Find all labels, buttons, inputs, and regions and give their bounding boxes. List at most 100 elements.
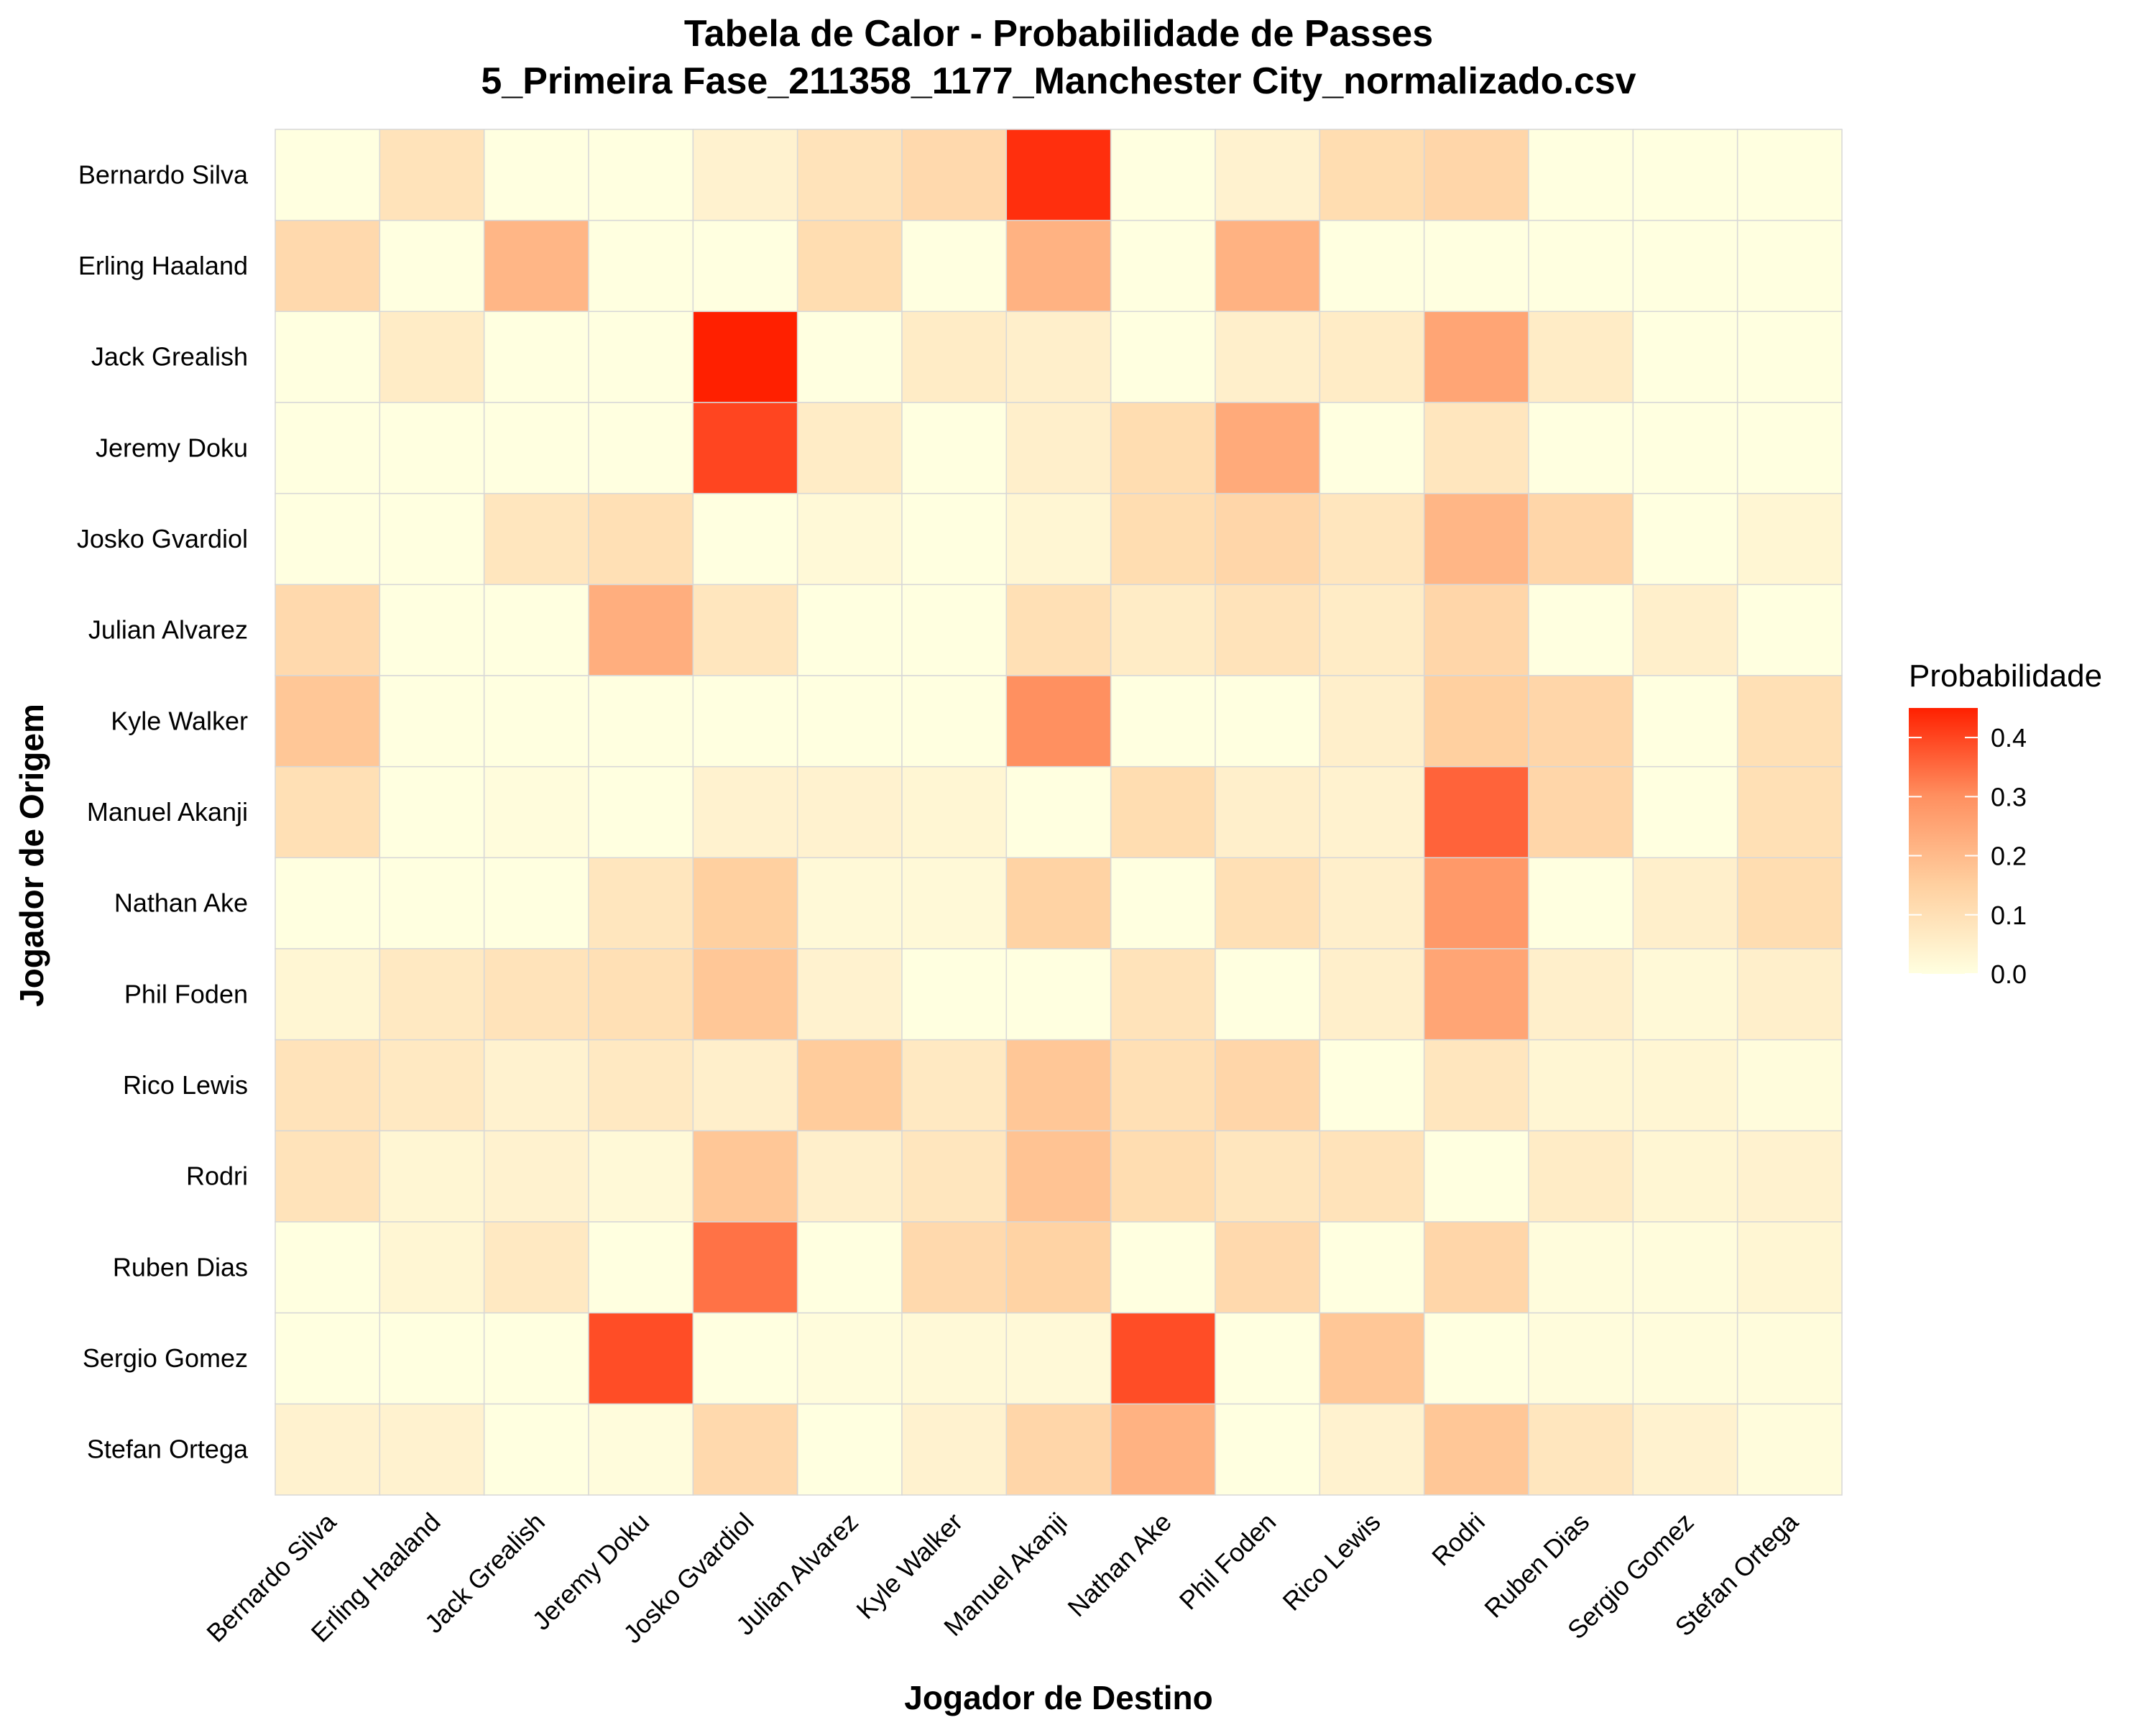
heatmap-cell (1319, 1221, 1425, 1314)
legend-tick-label: 0.0 (1991, 960, 2027, 989)
heatmap-cell (796, 1403, 903, 1496)
x-tick-label: Ruben Dias (1478, 1507, 1595, 1624)
heatmap-cell (1423, 219, 1529, 313)
heatmap-cell (588, 219, 694, 313)
heatmap-cell (796, 129, 903, 221)
heatmap-cell (1005, 1312, 1112, 1405)
heatmap-cell (275, 584, 381, 676)
heatmap-cell (901, 1039, 1008, 1132)
heatmap-cell (483, 765, 589, 859)
heatmap-cell (483, 1221, 589, 1314)
heatmap-cell (1423, 129, 1529, 221)
heatmap-cell (379, 584, 485, 676)
heatmap-cell (901, 1221, 1008, 1314)
heatmap-cell (483, 492, 589, 586)
heatmap-cell (692, 310, 798, 403)
heatmap-cell (1319, 1130, 1425, 1223)
heatmap-cell (1319, 584, 1425, 676)
heatmap-cell (1736, 1403, 1843, 1496)
heatmap-cell (1215, 310, 1321, 403)
heatmap-cell (379, 857, 485, 949)
heatmap-cell (692, 1130, 798, 1223)
heatmap-cell (901, 492, 1008, 586)
heatmap-cell (901, 675, 1008, 768)
heatmap-cell (692, 765, 798, 859)
legend-tick-label: 0.2 (1991, 842, 2027, 871)
y-tick-label: Stefan Ortega (87, 1435, 249, 1464)
heatmap-cell (1005, 675, 1112, 768)
legend-tick-label: 0.1 (1991, 901, 2027, 930)
heatmap-cell (796, 765, 903, 859)
heatmap-cell (1005, 129, 1112, 221)
heatmap-cell (379, 675, 485, 768)
heatmap-cell (1528, 1312, 1634, 1405)
heatmap-cell (588, 492, 694, 586)
heatmap-cell (692, 219, 798, 313)
heatmap-cell (483, 219, 589, 313)
heatmap-cell (1319, 219, 1425, 313)
heatmap-cell (796, 1130, 903, 1223)
heatmap-cell (1110, 1403, 1216, 1496)
heatmap-cell (1423, 492, 1529, 586)
heatmap-cell (483, 948, 589, 1041)
heatmap-cell (1319, 1403, 1425, 1496)
heatmap-cell (1005, 584, 1112, 676)
heatmap-cells (275, 129, 1843, 1496)
heatmap-cell (692, 857, 798, 949)
heatmap-cell (901, 857, 1008, 949)
heatmap-cell (1215, 675, 1321, 768)
heatmap-cell (1736, 1130, 1843, 1223)
chart-subtitle: 5_Primeira Fase_211358_1177_Manchester C… (481, 60, 1636, 102)
heatmap-cell (275, 1039, 381, 1132)
heatmap-cell (796, 219, 903, 313)
heatmap-cell (901, 948, 1008, 1041)
heatmap-cell (1423, 1039, 1529, 1132)
heatmap-cell (1215, 948, 1321, 1041)
y-tick-label: Jack Grealish (91, 342, 248, 372)
heatmap-cell (1110, 1039, 1216, 1132)
heatmap-cell (588, 948, 694, 1041)
legend-title: Probabilidade (1909, 658, 2102, 694)
heatmap-cell (1005, 1403, 1112, 1496)
heatmap-cell (1110, 857, 1216, 949)
heatmap-cell (901, 402, 1008, 494)
heatmap-cell (796, 675, 903, 768)
heatmap-cell (901, 219, 1008, 313)
heatmap-cell (1528, 857, 1634, 949)
heatmap-cell (1423, 948, 1529, 1041)
heatmap-cell (1319, 310, 1425, 403)
y-tick-label: Sergio Gomez (83, 1343, 248, 1373)
x-axis-title: Jogador de Destino (904, 1679, 1212, 1716)
heatmap-cell (1319, 675, 1425, 768)
heatmap-cell (1215, 402, 1321, 494)
heatmap-cell (692, 675, 798, 768)
heatmap-cell (1632, 1221, 1738, 1314)
heatmap-cell (796, 402, 903, 494)
heatmap-cell (1005, 948, 1112, 1041)
heatmap-cell (483, 129, 589, 221)
heatmap-cell (1736, 219, 1843, 313)
heatmap-cell (1319, 948, 1425, 1041)
heatmap-cell (1528, 584, 1634, 676)
heatmap-cell (588, 1221, 694, 1314)
heatmap-cell (1319, 492, 1425, 586)
heatmap-cell (1215, 1403, 1321, 1496)
heatmap-cell (1632, 857, 1738, 949)
heatmap-cell (1110, 675, 1216, 768)
heatmap-cell (1632, 765, 1738, 859)
y-tick-labels: Bernardo Silva Erling Haaland Jack Grealis… (77, 160, 249, 1463)
heatmap-cell (275, 1221, 381, 1314)
x-tick-label: Rico Lewis (1277, 1507, 1386, 1616)
heatmap-cell (275, 1312, 381, 1405)
heatmap-cell (1215, 1130, 1321, 1223)
heatmap-cell (796, 857, 903, 949)
heatmap-cell (901, 1130, 1008, 1223)
heatmap-cell (379, 402, 485, 494)
heatmap-cell (1423, 402, 1529, 494)
y-tick-label: Jeremy Doku (96, 433, 248, 462)
heatmap-cell (1423, 1221, 1529, 1314)
heatmap-cell (1632, 492, 1738, 586)
heatmap-cell (1632, 584, 1738, 676)
heatmap-cell (1632, 310, 1738, 403)
